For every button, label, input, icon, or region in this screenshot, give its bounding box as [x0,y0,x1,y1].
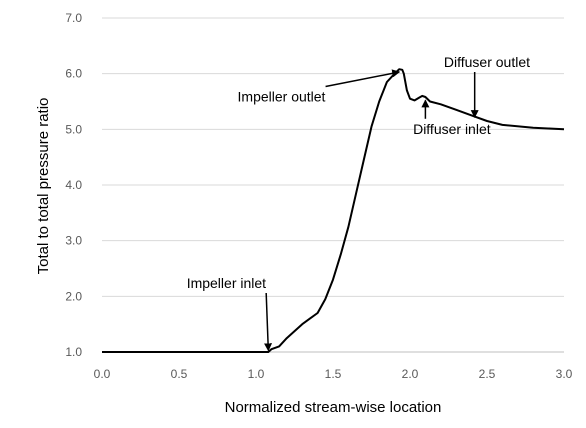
x-tick-label: 1.5 [325,367,342,381]
y-axis-label: Total to total pressure ratio [35,98,52,275]
y-tick-label: 3.0 [65,234,82,248]
y-tick-label: 1.0 [65,345,82,359]
y-tick-label: 5.0 [65,122,82,136]
annotation-label: Impeller outlet [238,89,326,105]
annotation-label: Diffuser outlet [444,54,530,70]
x-tick-label: 2.0 [402,367,419,381]
annotation-arrow [264,292,273,352]
y-tick-label: 7.0 [65,11,82,25]
x-tick-labels: 0.0 0.5 1.0 1.5 2.0 2.5 3.0 [94,367,573,381]
x-tick-label: 1.0 [248,367,265,381]
y-tick-label: 2.0 [65,289,82,303]
annotations: Impeller inlet Impeller outlet Diffuser ou… [187,54,530,352]
y-tick-label: 4.0 [65,178,82,192]
annotation-label: Diffuser inlet [413,121,491,137]
series-line [102,68,565,353]
x-axis-label: Normalized stream-wise location [225,399,442,416]
x-tick-label: 0.5 [171,367,188,381]
x-tick-label: 2.5 [479,367,496,381]
x-tick-label: 3.0 [556,367,573,381]
annotation-label: Impeller inlet [187,275,266,291]
series-group [102,68,565,353]
annotation-arrow [325,69,401,88]
y-tick-labels: 1.0 2.0 3.0 4.0 5.0 6.0 7.0 [65,11,82,359]
x-tick-label: 0.0 [94,367,111,381]
y-tick-label: 6.0 [65,67,82,81]
gridlines [102,17,564,297]
